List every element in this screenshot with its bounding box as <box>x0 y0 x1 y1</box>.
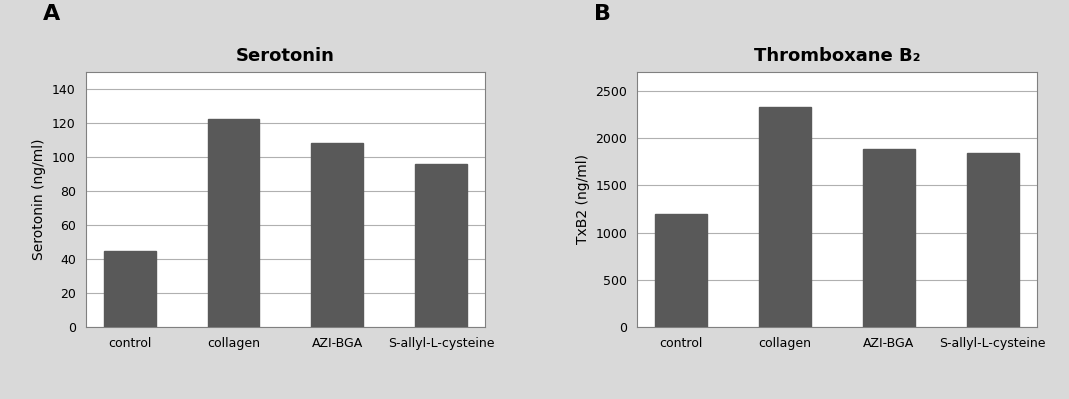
Y-axis label: Serotonin (ng/ml): Serotonin (ng/ml) <box>32 139 46 260</box>
Bar <box>415 164 467 327</box>
Bar <box>207 119 260 327</box>
Title: Thromboxane B₂: Thromboxane B₂ <box>754 47 920 65</box>
Text: A: A <box>43 4 60 24</box>
Bar <box>104 251 156 327</box>
Y-axis label: TxB2 (ng/ml): TxB2 (ng/ml) <box>576 154 590 245</box>
Bar <box>863 149 915 327</box>
Bar <box>311 143 363 327</box>
Bar <box>759 107 811 327</box>
Text: B: B <box>594 4 611 24</box>
Title: Serotonin: Serotonin <box>236 47 335 65</box>
Bar <box>966 153 1019 327</box>
Bar <box>655 214 708 327</box>
